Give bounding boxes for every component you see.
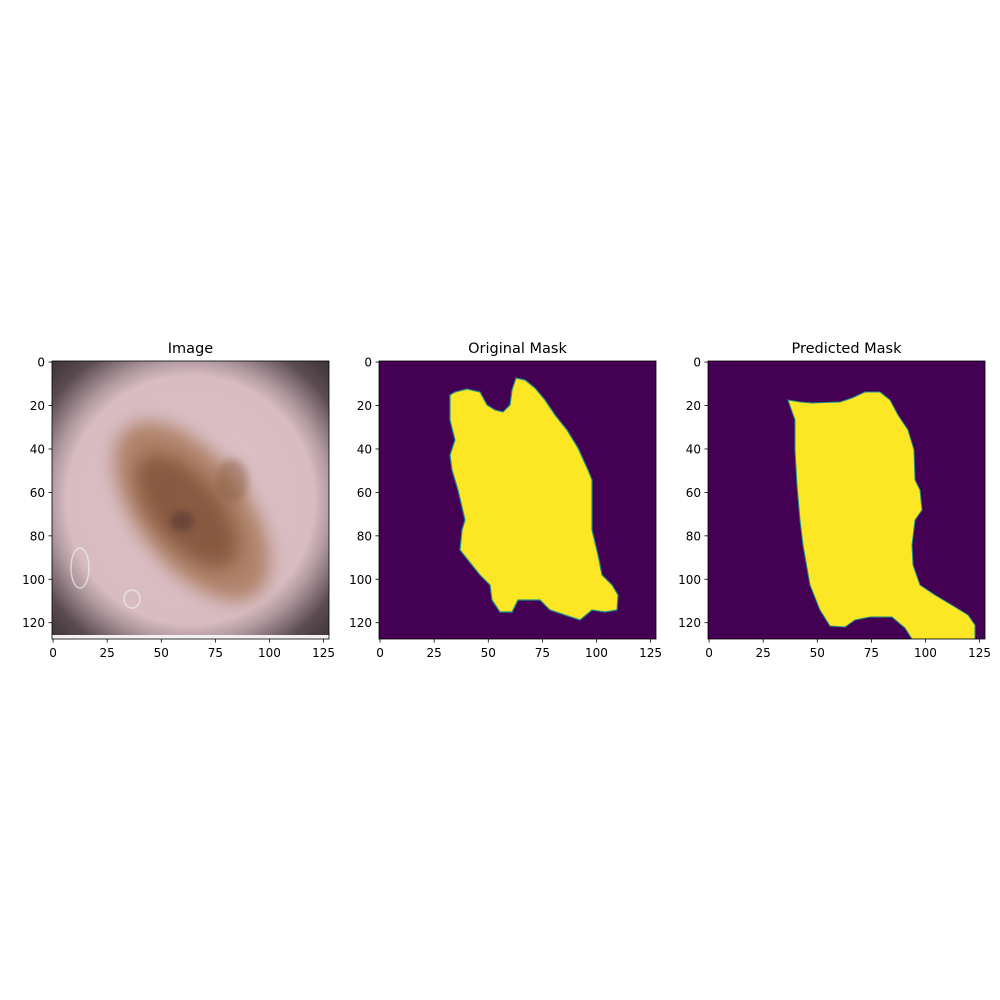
x-tick-label: 50 [810, 646, 825, 660]
y-tick-label: 0 [693, 356, 701, 370]
x-tick-label: 50 [154, 646, 169, 660]
y-tick-label: 60 [30, 486, 45, 500]
y-tick-label: 100 [22, 573, 45, 587]
x-tick-label: 125 [312, 646, 335, 660]
y-tick-label: 120 [349, 616, 372, 630]
y-tick-label: 20 [686, 399, 701, 413]
y-tick-label: 40 [686, 442, 701, 456]
panel-title: Original Mask [468, 341, 567, 357]
y-tick-label: 100 [349, 573, 372, 587]
y-tick-label: 60 [686, 486, 701, 500]
y-tick-label: 40 [30, 442, 45, 456]
axes-frame [707, 360, 986, 640]
predicted-mask [708, 361, 985, 639]
x-tick-label: 100 [585, 646, 608, 660]
x-tick-label: 75 [535, 646, 550, 660]
y-tick-label: 80 [357, 529, 372, 543]
x-tick-label: 75 [864, 646, 879, 660]
x-tick-label: 100 [914, 646, 937, 660]
panel-title: Predicted Mask [791, 341, 902, 357]
y-tick-label: 40 [357, 442, 372, 456]
x-tick-label: 0 [49, 646, 57, 660]
axes-frame [378, 360, 657, 640]
y-tick-label: 20 [30, 399, 45, 413]
x-tick-label: 75 [208, 646, 223, 660]
x-tick-label: 0 [705, 646, 713, 660]
y-tick-label: 80 [30, 529, 45, 543]
y-tick-label: 120 [22, 616, 45, 630]
x-tick-label: 100 [258, 646, 281, 660]
y-tick-label: 60 [357, 486, 372, 500]
x-tick-label: 25 [756, 646, 771, 660]
x-tick-label: 0 [376, 646, 384, 660]
original-mask [379, 361, 656, 639]
x-tick-label: 25 [427, 646, 442, 660]
x-tick-label: 125 [639, 646, 662, 660]
x-tick-label: 50 [481, 646, 496, 660]
y-tick-label: 0 [37, 356, 45, 370]
x-tick-label: 125 [968, 646, 991, 660]
y-tick-label: 20 [357, 399, 372, 413]
lesion-image [52, 361, 329, 639]
y-tick-label: 100 [678, 573, 701, 587]
panel-title: Image [168, 341, 213, 357]
x-tick-label: 25 [100, 646, 115, 660]
y-tick-label: 80 [686, 529, 701, 543]
y-tick-label: 0 [364, 356, 372, 370]
y-tick-label: 120 [678, 616, 701, 630]
axes-frame [51, 360, 330, 640]
